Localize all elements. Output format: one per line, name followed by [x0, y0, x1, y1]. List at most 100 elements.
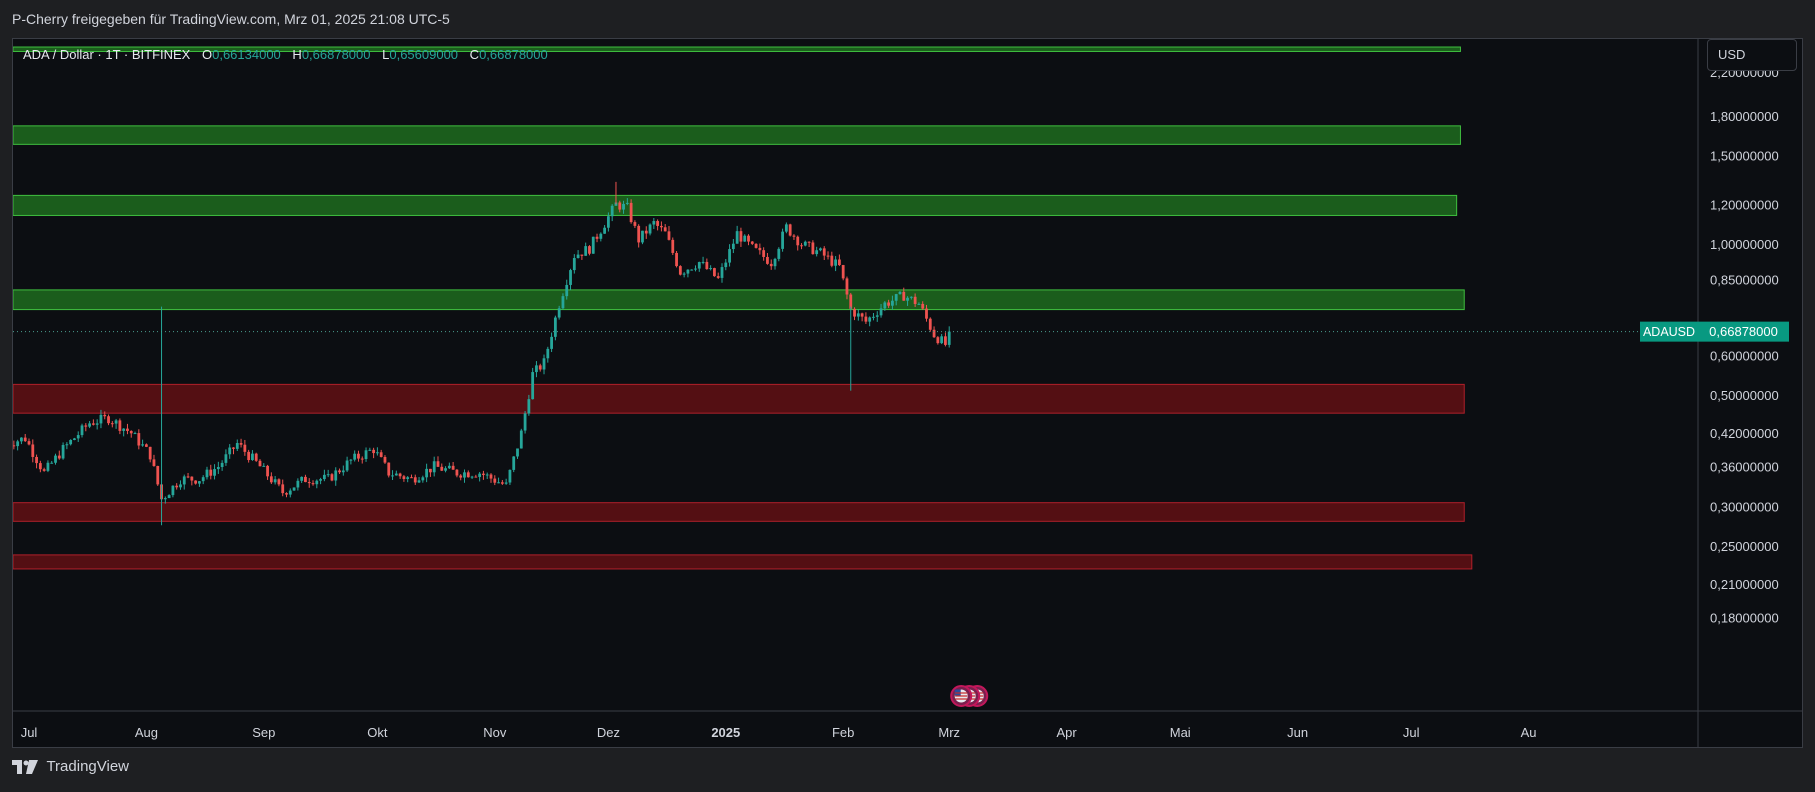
footer: TradingView [12, 758, 129, 782]
close-key: C [469, 47, 480, 62]
candle-body [550, 336, 553, 349]
candle-body [603, 227, 607, 234]
candle-body [330, 474, 334, 481]
candle-body [940, 336, 944, 344]
candle-body [91, 423, 95, 425]
high-value: 0,66878000 [301, 47, 371, 62]
x-tick-label: Mrz [938, 725, 960, 740]
candle-body [394, 473, 398, 476]
candle-body [701, 261, 705, 263]
candle-body [304, 476, 307, 483]
candle-body [656, 221, 660, 226]
candle-body [360, 458, 364, 460]
candle-body [247, 451, 251, 461]
candle-body [724, 262, 728, 268]
candle-body [849, 294, 853, 309]
candle-body [137, 433, 141, 446]
candle-body [16, 441, 20, 447]
candle-body [391, 475, 394, 477]
candle-body [917, 303, 921, 305]
chart-panel[interactable]: ADAUSD 0,66878000 2,20000000 1,80000000 1,50… [12, 38, 1803, 748]
x-tick-label: Aug [135, 725, 158, 740]
candle-body [375, 452, 379, 454]
candle-body [209, 469, 213, 476]
candle-body [402, 476, 406, 480]
candle-body [489, 474, 493, 479]
candle-body [565, 284, 569, 297]
candle-body [841, 265, 845, 279]
y-tick-label: 0,30000000 [1710, 499, 1779, 514]
candle-body [902, 291, 906, 301]
demand-zone [13, 383, 1465, 414]
candle-body [909, 296, 913, 298]
candle-body [38, 463, 42, 470]
candle-body [186, 476, 190, 478]
candle-body [198, 481, 201, 484]
x-tick-label: Apr [1056, 725, 1077, 740]
candle-body [459, 475, 463, 478]
candle-body [837, 259, 841, 266]
candle-body [179, 484, 182, 488]
candle-body [474, 476, 478, 478]
candle-body [126, 428, 129, 431]
price-chart[interactable]: ADAUSD 0,668780002,200000001,800000001,50… [13, 39, 1802, 747]
candle-body [773, 258, 777, 267]
candle-body [288, 490, 292, 495]
candle-body [629, 202, 633, 223]
candle-body [175, 485, 179, 488]
candle-body [194, 480, 198, 484]
candle-body [387, 462, 391, 476]
candle-body [807, 241, 811, 243]
candle-body [947, 331, 951, 345]
candle-body [572, 258, 576, 271]
demand-zone [13, 554, 1473, 570]
y-tick-label: 0,36000000 [1710, 460, 1779, 475]
candle-body [875, 315, 879, 317]
candle-body [379, 452, 383, 457]
candle-body [141, 444, 145, 446]
candle-body [675, 252, 678, 267]
candle-body [822, 248, 826, 256]
candle-body [447, 465, 451, 469]
candle-body [315, 480, 319, 485]
candle-body [781, 231, 784, 249]
candle-body [618, 202, 622, 210]
candle-body [644, 230, 648, 234]
x-tick-label: 2025 [711, 725, 740, 740]
supply-zone [13, 194, 1458, 216]
candle-body [728, 249, 731, 263]
symbol-tag-bg [1640, 321, 1698, 342]
candle-body [633, 222, 637, 226]
high-key: H [292, 47, 302, 62]
candle-body [326, 474, 330, 476]
candle-body [720, 267, 724, 278]
candle-body [353, 453, 357, 460]
candle-body [754, 243, 758, 248]
candle-body [478, 473, 482, 477]
tradingview-logo-icon [12, 759, 38, 774]
candle-body [239, 443, 243, 445]
candle-body [928, 318, 932, 330]
candle-body [103, 414, 107, 417]
candle-body [648, 224, 652, 234]
candle-body [542, 358, 546, 370]
candle-body [27, 441, 31, 445]
candle-body [750, 241, 754, 244]
candle-body [171, 485, 175, 496]
candle-body [167, 495, 171, 499]
candle-body [932, 329, 936, 338]
candle-body [535, 365, 538, 373]
candle-body [758, 247, 762, 251]
candle-body [232, 447, 235, 449]
candle-body [682, 273, 686, 275]
candle-body [815, 250, 819, 255]
candle-body [201, 477, 205, 482]
candle-body [610, 205, 614, 217]
candle-body [860, 313, 864, 317]
candle-body [735, 231, 739, 244]
x-tick-label: Au [1521, 725, 1537, 740]
candle-body [292, 487, 296, 491]
currency-button[interactable]: USD [1707, 39, 1797, 71]
candle-body [65, 444, 69, 446]
candle-body [845, 278, 849, 295]
